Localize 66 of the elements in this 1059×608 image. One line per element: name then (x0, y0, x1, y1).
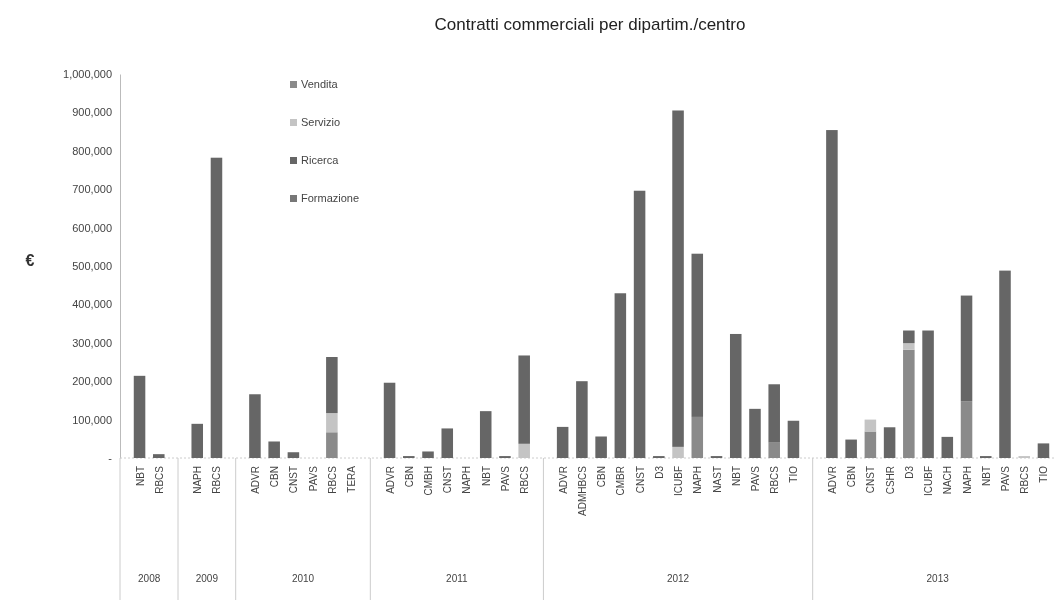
x-tick-label: NBT (980, 466, 992, 486)
x-tick-label: ADVR (249, 466, 261, 494)
x-tick-label: CNST (288, 466, 300, 494)
legend-label: Servizio (301, 116, 341, 128)
y-tick-label: 300,000 (72, 336, 112, 349)
x-tick-label: CNST (442, 466, 454, 494)
x-tick-label: ICUBF (673, 466, 685, 496)
x-tick-label: D3 (653, 465, 665, 479)
x-tick-label: PAVS (307, 465, 319, 492)
y-tick-label: 1,000,000 (63, 68, 112, 81)
y-tick-label: 800,000 (72, 144, 112, 157)
x-tick-label: CBN (596, 466, 608, 488)
x-tick-label: NAPH (192, 466, 204, 494)
x-tick-label: CNST (865, 466, 877, 494)
x-tick-label: RBCS (769, 465, 781, 494)
legend-label: Ricerca (301, 154, 340, 166)
y-tick-label: 500,000 (72, 260, 112, 273)
x-tick-label: CNST (634, 466, 646, 494)
x-tick-label: CMBR (615, 466, 627, 496)
y-tick-label: 200,000 (72, 375, 112, 388)
x-tick-label: TIO (788, 465, 800, 483)
x-tick-label: NAST (711, 466, 723, 493)
y-tick-label: - (108, 452, 113, 465)
x-tick-label: NBT (730, 466, 742, 486)
x-tick-label: RBCS (326, 465, 338, 494)
x-tick-label: TIO (1038, 465, 1050, 483)
x-tick-label: CMBH (423, 466, 435, 496)
x-tick-label: ADVR (384, 466, 396, 494)
x-tick-label: PAVS (749, 465, 761, 492)
y-tick-label: 100,000 (72, 413, 112, 426)
x-tick-label: RBCS (1019, 465, 1031, 494)
x-tick-label: NAPH (692, 466, 704, 494)
x-tick-label: ICUBF (923, 466, 935, 496)
x-tick-label: NBT (134, 466, 146, 486)
x-tick-label: ADVR (557, 466, 569, 494)
legend-label: Formazione (301, 192, 360, 204)
text: 2008 (138, 573, 161, 584)
y-tick-label: 600,000 (72, 221, 112, 234)
x-tick-label: PAVS (499, 465, 511, 492)
y-axis-title: € (25, 252, 35, 269)
chart-title: Contratti commerciali per dipartim./centro (434, 15, 746, 34)
x-tick-label: ADVR (826, 466, 838, 494)
x-tick-label: CBN (403, 466, 415, 488)
x-tick-label: ADMHBCS (576, 465, 588, 517)
x-tick-label: CSHR (884, 466, 896, 495)
x-tick-label: CBN (269, 466, 281, 488)
x-tick-label: RBCS (519, 465, 531, 494)
x-tick-label: RBCS (153, 465, 165, 494)
text: 2012 (666, 573, 690, 584)
y-tick-label: 700,000 (72, 183, 112, 196)
y-tick-label: 400,000 (72, 298, 112, 311)
y-tick-label: 900,000 (72, 106, 112, 119)
text: 2010 (291, 573, 315, 584)
x-tick-label: NBT (480, 466, 492, 486)
x-tick-label: D3 (903, 465, 915, 479)
x-tick-label: NAPH (961, 466, 973, 494)
x-tick-label: RBCS (211, 465, 223, 494)
x-tick-label: CBN (846, 466, 858, 488)
x-tick-label: PAVS (1000, 465, 1011, 492)
text: 2013 (926, 573, 950, 584)
legend-label: Vendita (301, 78, 339, 90)
text: 2009 (195, 573, 219, 584)
x-tick-label: NAPH (461, 466, 473, 494)
x-tick-label: NACH (942, 466, 954, 495)
text: 2011 (446, 573, 469, 584)
x-tick-label: TERA (346, 465, 358, 493)
